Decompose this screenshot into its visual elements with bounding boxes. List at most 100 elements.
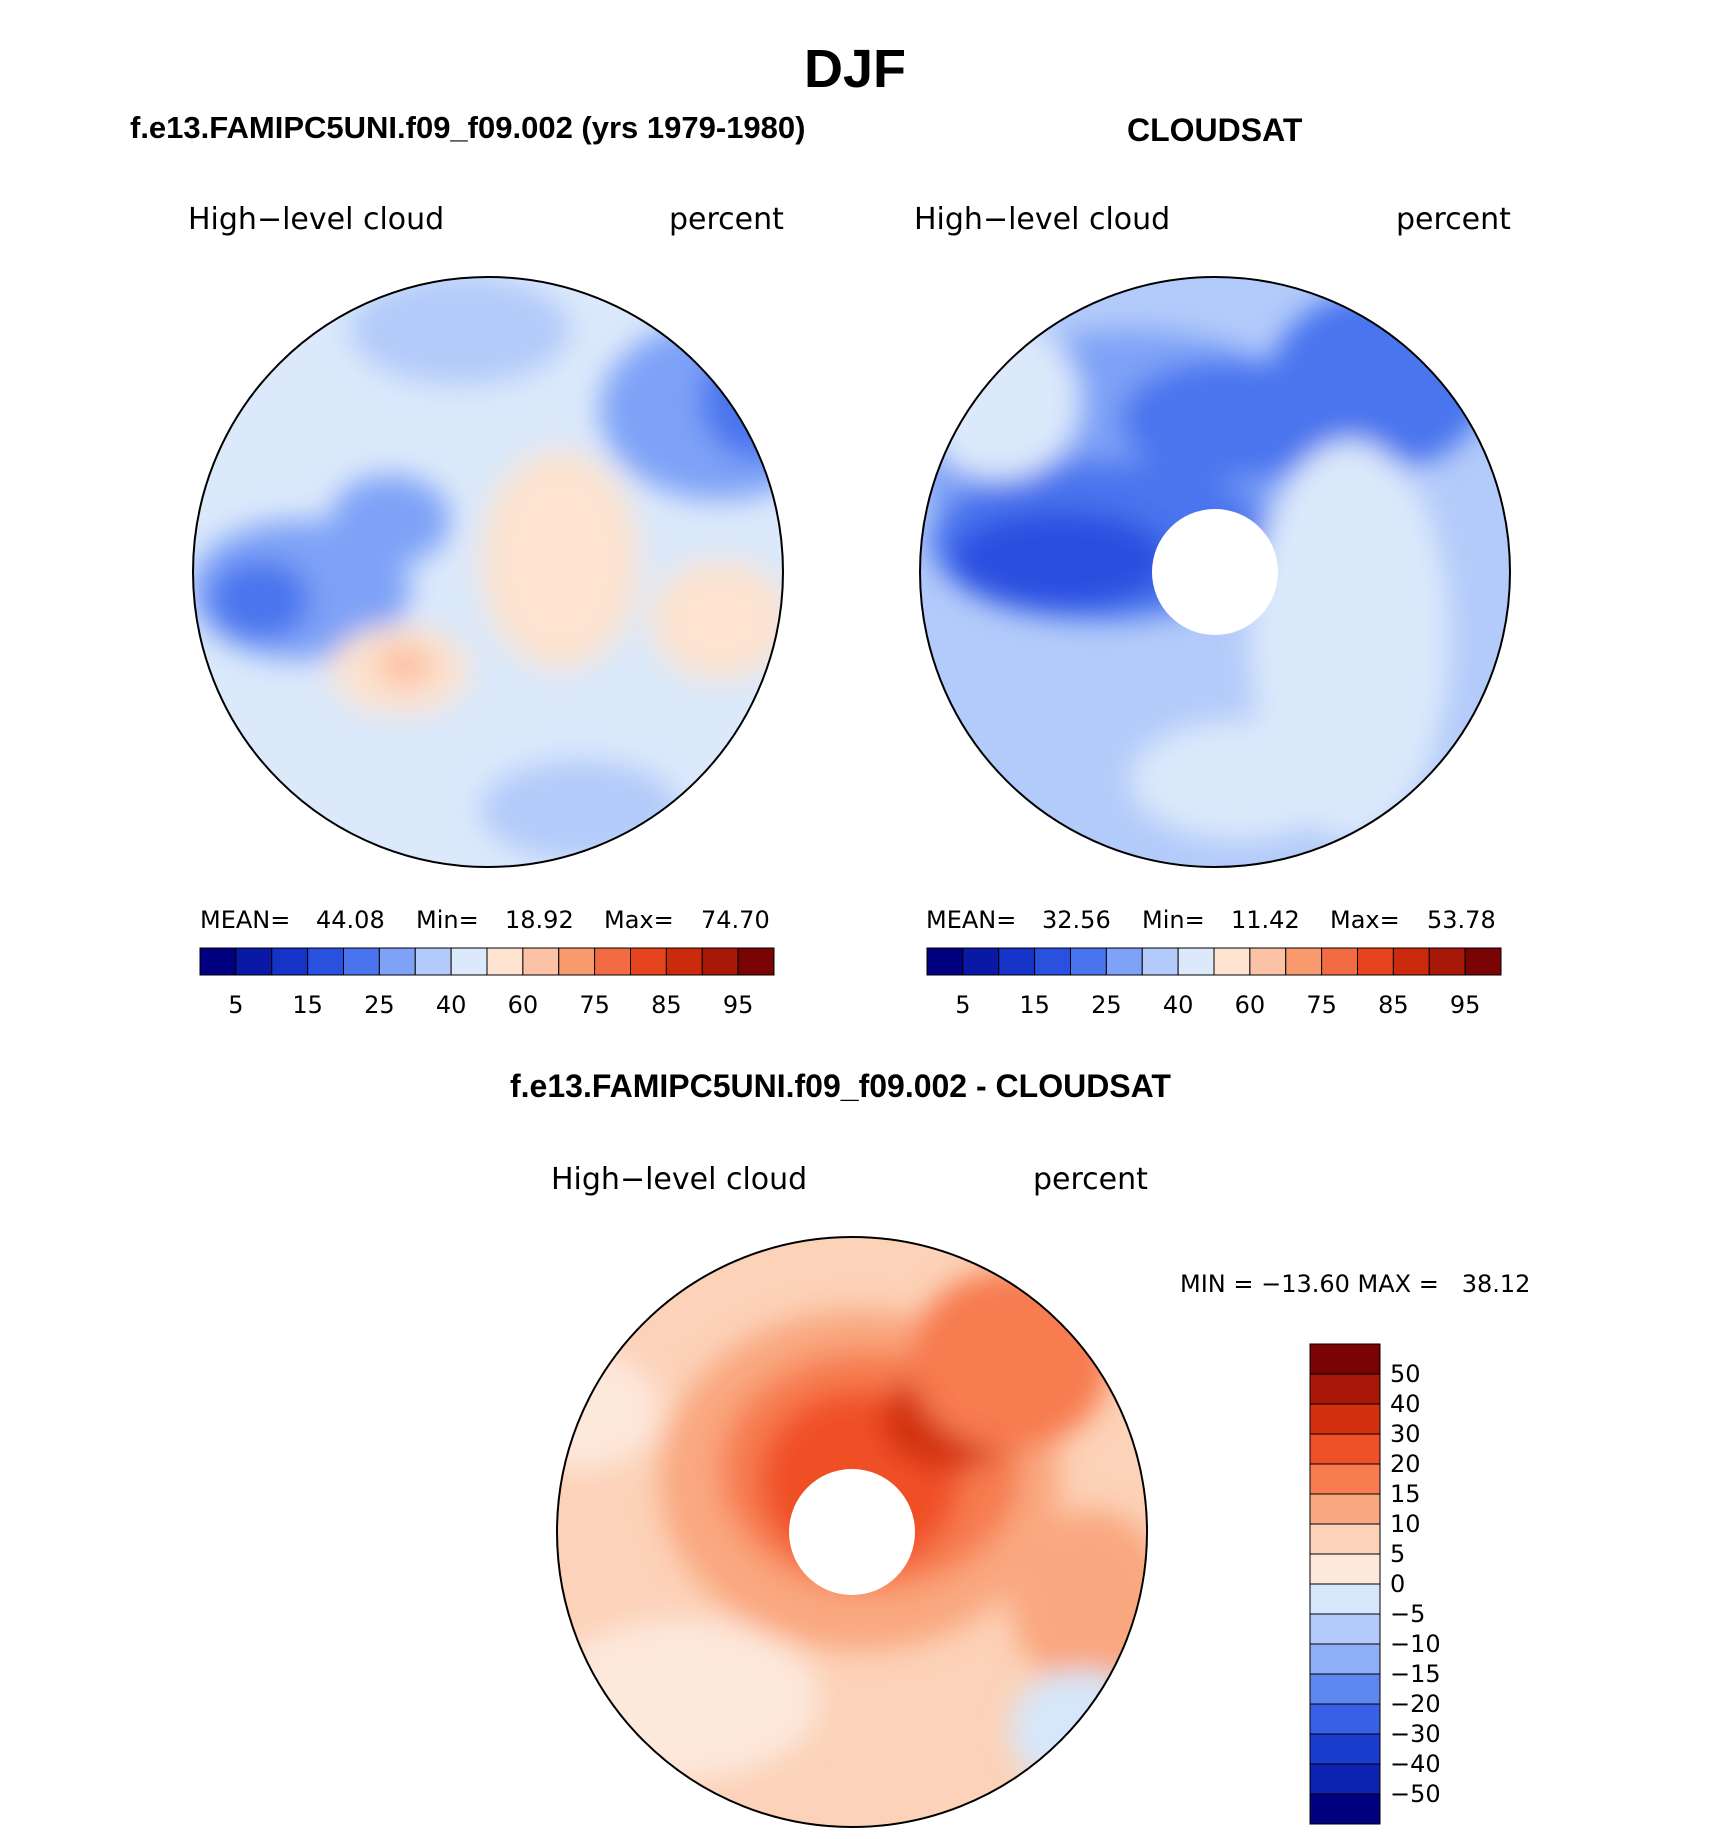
colorbar-2-swatch [998,947,1036,976]
colorbar-1-tick-label: 5 [228,991,243,1019]
colorbar-1-swatch [701,947,739,976]
colorbar-1-swatch [558,947,596,976]
panel-2-variable: High−level cloud [914,202,1171,237]
colorbar-1-swatch [271,947,309,976]
colorbar-2-swatch [1105,947,1143,976]
colorbar-2-swatch [962,947,1000,976]
colorbar-3-swatch [1309,1673,1381,1705]
panel-1-mean-value: 44.08 [316,906,385,934]
map-panel-1 [192,276,784,868]
panel-3-title: f.e13.FAMIPC5UNI.f09_f09.002 - CLOUDSAT [510,1068,1171,1104]
colorbar-2-swatch [926,947,964,976]
panel-3-variable: High−level cloud [551,1162,808,1197]
panel-1-min-value: 18.92 [505,906,574,934]
colorbar-3-tick-label: −40 [1390,1750,1441,1778]
panel-2-max-value: 53.78 [1427,906,1496,934]
colorbar-3-tick-label: 0 [1390,1570,1405,1598]
figure-title: DJF [803,39,906,99]
colorbar-2-tick-label: 15 [1019,991,1050,1019]
colorbar-2-swatch [1070,947,1107,976]
panel-1-title: f.e13.FAMIPC5UNI.f09_f09.002 (yrs 1979-1… [130,110,806,145]
colorbar-1-swatch [343,947,380,976]
colorbar-3-swatch [1309,1493,1381,1525]
colorbar-panel-2: 5 15 25 40 60 75 85 95 [926,947,1502,1019]
panel-1-variable: High−level cloud [188,202,445,237]
panel-3-units: percent [1033,1162,1148,1197]
colorbar-1-tick-label: 60 [508,991,539,1019]
panel-1-max-label: Max= [604,906,674,934]
colorbar-1-swatch [307,947,344,976]
colorbar-3-swatch [1309,1433,1381,1465]
colorbar-1-tick-label: 25 [364,991,395,1019]
colorbar-2-tick-label: 5 [955,991,970,1019]
colorbar-3-tick-label: −10 [1390,1630,1441,1658]
colorbar-2-swatch [1177,947,1215,976]
colorbar-2-swatch [1141,947,1179,976]
panel-1-max-value: 74.70 [701,906,770,934]
colorbar-3-tick-label: 30 [1390,1420,1421,1448]
colorbar-3-tick-label: 15 [1390,1480,1421,1508]
colorbar-3-swatch [1309,1733,1381,1765]
colorbar-2-swatch [1034,947,1071,976]
colorbar-1-tick-label: 85 [651,991,682,1019]
colorbar-2-swatch [1357,947,1394,976]
panel-2-mean-label: MEAN= [926,906,1017,934]
colorbar-3-tick-label: 10 [1390,1510,1421,1538]
colorbar-2-tick-label: 85 [1378,991,1409,1019]
panel-1-units: percent [669,202,784,237]
colorbar-1-tick-label: 95 [723,991,754,1019]
panel-2-mean-value: 32.56 [1042,906,1111,934]
colorbar-3-swatch [1309,1643,1381,1675]
colorbar-3-swatch [1309,1763,1381,1795]
colorbar-2-tick-label: 75 [1306,991,1337,1019]
colorbar-3-tick-label: 50 [1390,1360,1421,1388]
colorbar-3-tick-label: 20 [1390,1450,1421,1478]
colorbar-2-tick-label: 95 [1450,991,1481,1019]
colorbar-1-tick-label: 15 [292,991,323,1019]
colorbar-2-swatch [1321,947,1358,976]
colorbar-1-swatch [665,947,703,976]
colorbar-panel-1: 5 15 25 40 60 75 85 95 [199,947,775,1019]
colorbar-3-tick-label: 40 [1390,1390,1421,1418]
colorbar-3-swatch [1309,1703,1381,1735]
colorbar-3-swatch [1309,1553,1381,1585]
colorbar-3-swatch [1309,1583,1381,1615]
panel-2-min-label: Min= [1142,906,1205,934]
colorbar-2-tick-label: 40 [1163,991,1194,1019]
colorbar-1-tick-label: 40 [436,991,467,1019]
panel-2-units: percent [1396,202,1511,237]
colorbar-3-tick-label: −5 [1390,1600,1425,1628]
colorbar-3-tick-label: 5 [1390,1540,1405,1568]
panel-1-mean-label: MEAN= [200,906,291,934]
map-panel-2 [919,276,1511,868]
colorbar-1-swatch [414,947,452,976]
colorbar-3-tick-label: −20 [1390,1690,1441,1718]
panel-3-stats: MIN = −13.60 MAX = 38.12 [1180,1270,1531,1298]
colorbar-2-swatch [1392,947,1430,976]
colorbar-1-swatch [486,947,524,976]
colorbar-2-swatch [1464,947,1502,976]
panel-2-max-label: Max= [1330,906,1400,934]
colorbar-1-swatch [630,947,667,976]
colorbar-2-tick-label: 25 [1091,991,1122,1019]
map-panel-3 [556,1236,1148,1828]
panel-2-title: CLOUDSAT [1127,112,1303,148]
colorbar-1-swatch [450,947,488,976]
colorbar-3-swatch [1309,1613,1381,1645]
colorbar-1-swatch [235,947,273,976]
colorbar-1-swatch [594,947,631,976]
colorbar-2-tick-label: 60 [1235,991,1266,1019]
colorbar-3-swatch [1309,1403,1381,1435]
colorbar-3-tick-label: −50 [1390,1780,1441,1808]
colorbar-1-tick-label: 75 [579,991,610,1019]
colorbar-3-swatch [1309,1463,1381,1495]
colorbar-2-swatch [1285,947,1323,976]
colorbar-2-swatch [1213,947,1251,976]
colorbar-2-swatch [1428,947,1466,976]
colorbar-3-swatch [1309,1793,1381,1825]
colorbar-1-swatch [199,947,237,976]
colorbar-2-swatch [1249,947,1287,976]
colorbar-3-tick-label: −15 [1390,1660,1441,1688]
